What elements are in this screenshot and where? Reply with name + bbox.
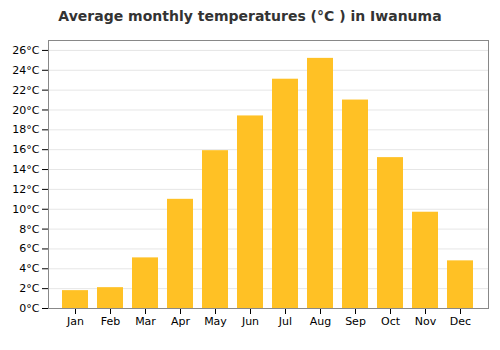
svg-text:8°C: 8°C [19,223,39,236]
svg-text:10°C: 10°C [12,203,39,216]
svg-text:14°C: 14°C [12,163,39,176]
svg-text:26°C: 26°C [12,44,39,57]
svg-text:Sep: Sep [345,315,366,328]
svg-text:18°C: 18°C [12,123,39,136]
svg-text:Aug: Aug [310,315,331,328]
svg-text:0°C: 0°C [19,302,39,315]
svg-text:Apr: Apr [171,315,191,328]
svg-text:Nov: Nov [415,315,437,328]
svg-text:4°C: 4°C [19,262,39,275]
svg-text:16°C: 16°C [12,143,39,156]
svg-text:Mar: Mar [135,315,156,328]
svg-text:Oct: Oct [381,315,401,328]
html-text:Average monthly temperatures (: Average monthly temperatures (°C ) in Iw… [58,8,442,24]
svg-text:20°C: 20°C [12,104,39,117]
svg-text:Jun: Jun [241,315,259,328]
svg-text:6°C: 6°C [19,242,39,255]
svg-text:2°C: 2°C [19,282,39,295]
svg-text:Jul: Jul [278,315,292,328]
svg-text:22°C: 22°C [12,84,39,97]
svg-text:Feb: Feb [101,315,120,328]
svg-text:Jan: Jan [66,315,84,328]
svg-text:12°C: 12°C [12,183,39,196]
svg-text:Dec: Dec [450,315,471,328]
svg-text:May: May [204,315,227,328]
svg-text:24°C: 24°C [12,64,39,77]
